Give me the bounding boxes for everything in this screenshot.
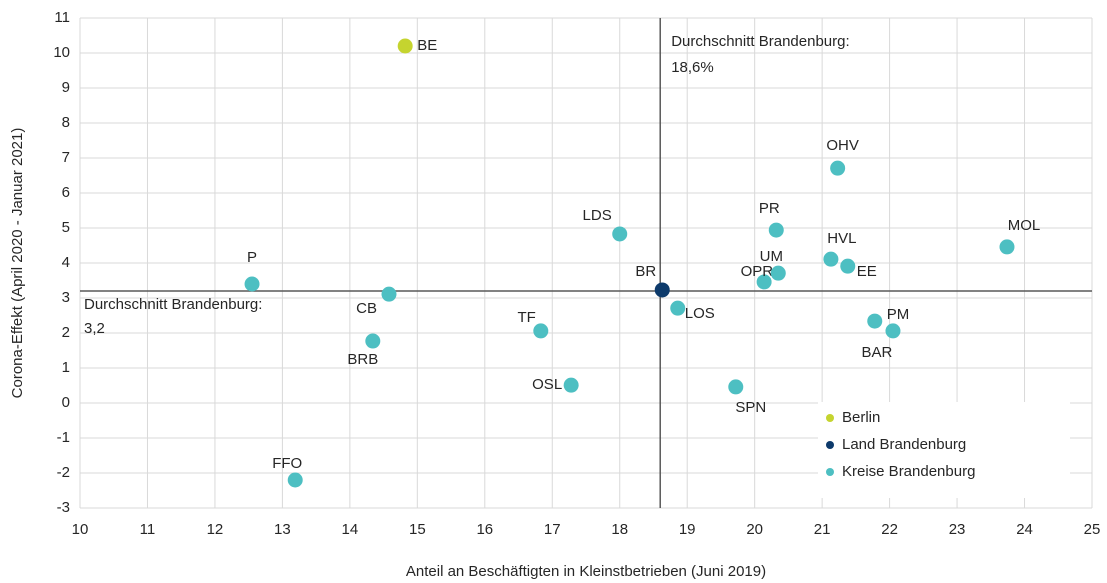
point — [533, 323, 549, 339]
y-tick-label: 1 — [62, 359, 70, 376]
x-axis-title: Anteil an Beschäftigten in Kleinstbetrie… — [406, 563, 766, 580]
point-label: LDS — [583, 207, 612, 224]
point — [885, 323, 901, 339]
y-tick-label: 6 — [62, 184, 70, 201]
legend-label: Kreise Brandenburg — [842, 463, 975, 480]
y-tick-label: -3 — [57, 499, 70, 516]
annotation: Durchschnitt Brandenburg: — [84, 296, 262, 313]
point — [670, 300, 686, 316]
point-label: UM — [760, 248, 783, 265]
legend-box — [818, 402, 1070, 498]
legend-marker — [826, 441, 834, 449]
y-tick-label: 2 — [62, 324, 70, 341]
x-tick-label: 12 — [207, 521, 224, 538]
x-tick-label: 15 — [409, 521, 426, 538]
point-label: CB — [356, 300, 377, 317]
point — [999, 239, 1015, 255]
point — [830, 160, 846, 176]
point-label: TF — [517, 309, 535, 326]
x-tick-label: 11 — [140, 521, 156, 538]
y-tick-label: -2 — [57, 464, 70, 481]
point — [768, 222, 784, 238]
point-label: EE — [857, 263, 877, 280]
point — [756, 274, 772, 290]
point-label: P — [247, 249, 257, 266]
legend-marker — [826, 414, 834, 422]
point-label: LOS — [685, 305, 715, 322]
legend-label: Land Brandenburg — [842, 436, 966, 453]
x-tick-label: 14 — [342, 521, 359, 538]
x-tick-label: 24 — [1016, 521, 1033, 538]
point — [563, 377, 579, 393]
point — [381, 286, 397, 302]
y-tick-label: 11 — [54, 9, 70, 26]
point-label: MOL — [1008, 217, 1041, 234]
point-label: PM — [887, 306, 910, 323]
x-tick-label: 18 — [611, 521, 628, 538]
y-tick-label: 5 — [62, 219, 70, 236]
point-label: PR — [759, 200, 780, 217]
legend: Berlin Land Brandenburg Kreise Brandenburg — [818, 402, 1070, 498]
point — [397, 38, 413, 54]
point-label: BAR — [862, 344, 893, 361]
annotation: Durchschnitt Brandenburg: — [671, 33, 849, 50]
point-label: OHV — [826, 137, 859, 154]
point-label: BE — [417, 37, 437, 54]
y-tick-label: 8 — [62, 114, 70, 131]
point-label: BR — [635, 263, 656, 280]
y-tick-label: 10 — [53, 44, 70, 61]
point — [840, 258, 856, 274]
point-label: FFO — [272, 455, 302, 472]
y-tick-label: 3 — [62, 289, 70, 306]
point-label: HVL — [827, 230, 856, 247]
point — [244, 276, 260, 292]
point — [654, 282, 670, 298]
point — [770, 265, 786, 281]
annotation: 3,2 — [84, 320, 105, 337]
point-label: OSL — [532, 376, 562, 393]
x-tick-label: 22 — [881, 521, 898, 538]
legend-label: Berlin — [842, 409, 880, 426]
y-tick-label: 7 — [62, 149, 70, 166]
annotation: 18,6% — [671, 59, 714, 76]
x-tick-label: 17 — [544, 521, 561, 538]
point — [365, 333, 381, 349]
y-tick-label: 9 — [62, 79, 70, 96]
x-tick-label: 13 — [274, 521, 291, 538]
legend-marker — [826, 468, 834, 476]
x-tick-label: 20 — [746, 521, 763, 538]
x-tick-label: 21 — [814, 521, 831, 538]
point — [728, 379, 744, 395]
y-tick-label: 4 — [62, 254, 70, 271]
point-label: OPR — [741, 263, 774, 280]
point-label: BRB — [347, 351, 378, 368]
x-tick-label: 23 — [949, 521, 966, 538]
x-tick-label: 16 — [476, 521, 493, 538]
y-axis-title: Corona-Effekt (April 2020 - Januar 2021) — [9, 128, 26, 399]
point — [612, 226, 628, 242]
y-tick-label: -1 — [57, 429, 70, 446]
y-tick-label: 0 — [62, 394, 70, 411]
x-tick-label: 19 — [679, 521, 696, 538]
x-tick-label: 10 — [72, 521, 89, 538]
point — [287, 472, 303, 488]
point — [867, 313, 883, 329]
point — [823, 251, 839, 267]
point-label: SPN — [735, 399, 766, 416]
x-tick-label: 25 — [1084, 521, 1101, 538]
